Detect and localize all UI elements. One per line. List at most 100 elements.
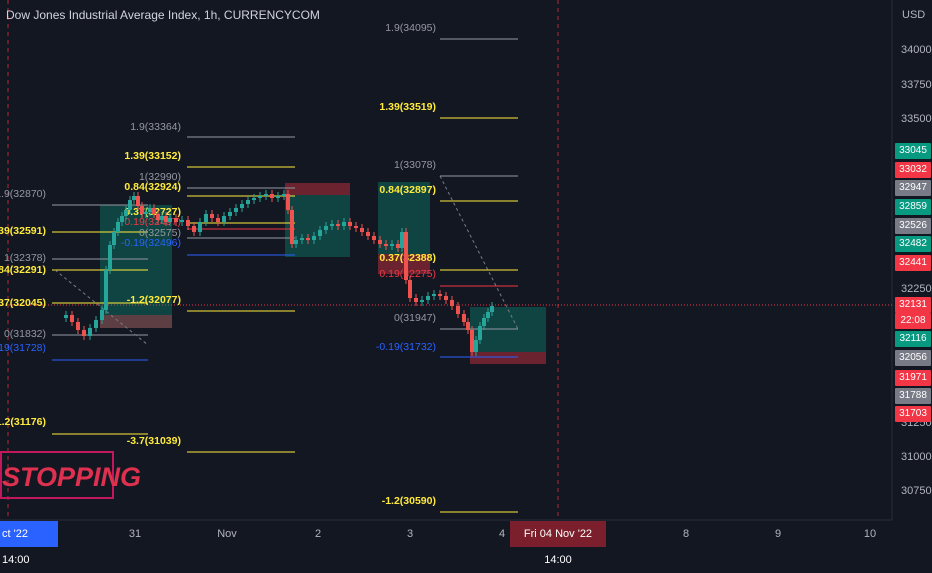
current-time-tag: Fri 04 Nov '22 14:00 [510, 521, 606, 566]
price-axis [892, 0, 932, 550]
stopping-stamp: STOPPING [0, 451, 141, 499]
long-position-red-1 [100, 315, 172, 328]
fib-level-label: 1.9(34095) [385, 22, 436, 34]
candle-body [456, 306, 460, 314]
candle-body [432, 294, 436, 296]
price-tick-label: 34000 [901, 44, 932, 56]
fib-level-label: 1.39(32591) [0, 225, 46, 237]
candle-body [330, 224, 334, 226]
currency-label: USD [902, 9, 926, 21]
fib-level-label: -3.7(31039) [127, 435, 181, 447]
fib-level-label: -0.19(31728) [0, 342, 46, 354]
candle-body [148, 208, 152, 212]
price-axis-tag: 22:08 [895, 313, 931, 329]
candle-body [258, 196, 262, 198]
trend-dash-1 [54, 269, 149, 346]
candle-body [426, 296, 430, 300]
candle-body [160, 216, 164, 220]
candle-body [164, 216, 168, 222]
fib-level-label: 0.84(32897) [379, 184, 436, 196]
candle-body [128, 200, 132, 210]
candle-body [474, 340, 478, 352]
fib-level-label: 1(32990) [139, 171, 181, 183]
candle-body [136, 196, 140, 206]
price-tick-label: 33500 [901, 113, 932, 125]
candle-body [204, 214, 208, 222]
candle-body [366, 232, 370, 236]
price-axis-tag: 33032 [895, 162, 931, 178]
price-axis-tag: 32482 [895, 236, 931, 252]
candle-body [400, 232, 404, 248]
fib-level-label: -1.2(32077) [127, 294, 181, 306]
candle-body [180, 220, 184, 222]
candle-body [336, 224, 340, 226]
fib-level-label: 0(32575) [139, 227, 181, 239]
candle-body [120, 216, 124, 222]
fib-level-label: 0.84(32924) [124, 181, 181, 193]
price-axis-tag: 32116 [895, 331, 931, 347]
candle-body [470, 330, 474, 352]
candle-body [246, 200, 250, 204]
candle-body [264, 194, 268, 196]
time-tick-label: 31 [128, 528, 142, 540]
fib-level-label: 1(32378) [4, 252, 46, 264]
candle-body [82, 330, 86, 336]
candle-body [478, 326, 482, 340]
fib-level-label: 1.39(33152) [124, 150, 181, 162]
candle-body [94, 320, 98, 328]
candle-body [252, 198, 256, 200]
price-tick-label: 32250 [901, 283, 932, 295]
price-axis-tag: 31971 [895, 370, 931, 386]
price-axis-tag: 32947 [895, 180, 931, 196]
time-tick-label: 2 [314, 528, 322, 540]
candle-body [300, 238, 304, 240]
price-axis-tag: 32131 [895, 297, 931, 313]
price-axis-tag: 32526 [895, 218, 931, 234]
time-tick-label: Nov [217, 528, 237, 540]
candle-body [88, 328, 92, 336]
candle-body [140, 206, 144, 214]
candle-body [306, 238, 310, 240]
candle-body [348, 222, 352, 226]
fib-level-label: -1.2(31176) [0, 416, 46, 428]
candle-body [76, 322, 80, 330]
price-axis-tag: 32056 [895, 350, 931, 366]
candle-body [222, 216, 226, 222]
left-time-tag: ct '22 14:00 [0, 521, 58, 566]
candle-body [104, 270, 108, 310]
chart-canvas[interactable]: 1.9(32870) 1.39(32591) 1(32378)0.84(32291)… [0, 0, 932, 550]
candle-body [100, 310, 104, 320]
price-axis-tag: 32441 [895, 255, 931, 271]
candle-body [482, 318, 486, 326]
candle-body [438, 294, 442, 296]
short-position-green-2 [285, 195, 350, 257]
price-tick-label: 31000 [901, 451, 932, 463]
candle-body [384, 244, 388, 246]
candle-body [286, 194, 290, 210]
fib-level-label: 0(31947) [394, 312, 436, 324]
candle-body [228, 212, 232, 216]
candle-body [290, 210, 294, 244]
short-position-red-2 [285, 183, 350, 195]
candle-body [354, 226, 358, 228]
fib-level-label: -0.19(32496) [121, 237, 181, 249]
candle-body [396, 244, 400, 248]
candle-body [112, 232, 116, 245]
candle-body [64, 315, 68, 318]
candle-body [276, 196, 280, 198]
candle-body [360, 228, 364, 232]
candle-body [444, 296, 448, 300]
candle-body [70, 315, 74, 322]
candle-body [408, 280, 412, 298]
time-tick-label: 4 [498, 528, 506, 540]
candle-body [234, 208, 238, 212]
candle-body [192, 226, 196, 232]
candle-body [152, 208, 156, 214]
trend-dash-3 [439, 175, 519, 330]
time-tick-label: 8 [682, 528, 690, 540]
fib-level-label: 0(31832) [4, 328, 46, 340]
candle-body [450, 300, 454, 306]
fib-level-label: 0.37(32045) [0, 297, 46, 309]
candle-body [186, 220, 190, 226]
candle-body [318, 230, 322, 236]
